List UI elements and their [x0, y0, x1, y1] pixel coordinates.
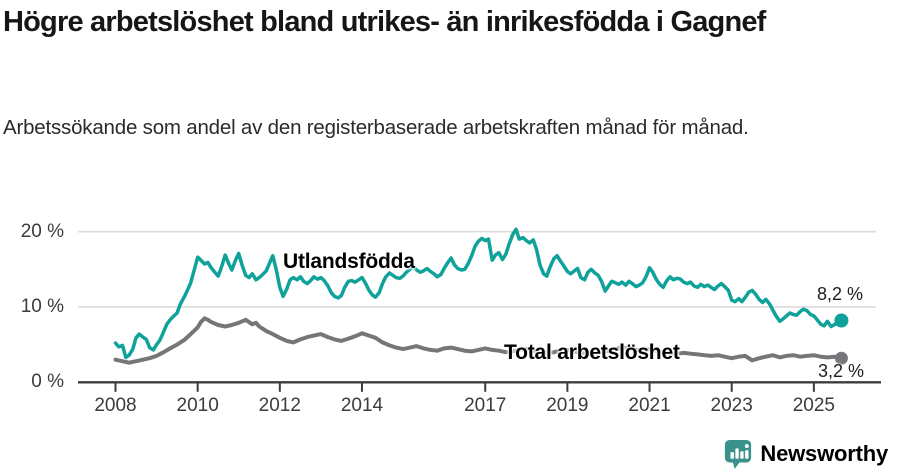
brand-name: Newsworthy	[760, 441, 888, 466]
x-tick-label: 2017	[464, 395, 507, 416]
chart-subtitle: Arbetssökande som andel av den registerb…	[3, 116, 749, 139]
x-tick-label: 2008	[94, 395, 137, 416]
speech-bubble-bar-chart-icon	[725, 439, 752, 469]
y-tick-label: 0 %	[31, 371, 64, 393]
utlandsfodda-line	[113, 227, 844, 360]
end-value-label-total: 3,2 %	[817, 361, 864, 381]
x-tick-label: 2025	[792, 395, 835, 416]
newsworthy-brand-link[interactable]: Newsworthy	[723, 438, 888, 470]
y-tick-label: 20 %	[20, 220, 64, 242]
x-tick-label: 2012	[258, 395, 301, 416]
total-line-end-dot	[834, 351, 848, 365]
x-tick-label: 2023	[710, 395, 753, 416]
series-label-total-arbetsloshet: Total arbetslöshet	[504, 341, 680, 364]
end-value-label-utlandsfodda: 8,2 %	[816, 284, 863, 304]
utlandsfodda-line-end-dot	[834, 313, 849, 328]
x-tick-label: 2019	[546, 395, 589, 416]
total-line	[113, 316, 844, 365]
series-label-utlandsfodda: Utlandsfödda	[283, 250, 415, 273]
y-tick-label: 10 %	[20, 295, 64, 317]
x-tick-label: 2014	[340, 395, 384, 416]
x-tick-label: 2021	[628, 395, 671, 416]
x-tick-label: 2010	[176, 395, 219, 416]
page-title: Högre arbetslöshet bland utrikes- än inr…	[3, 6, 766, 38]
